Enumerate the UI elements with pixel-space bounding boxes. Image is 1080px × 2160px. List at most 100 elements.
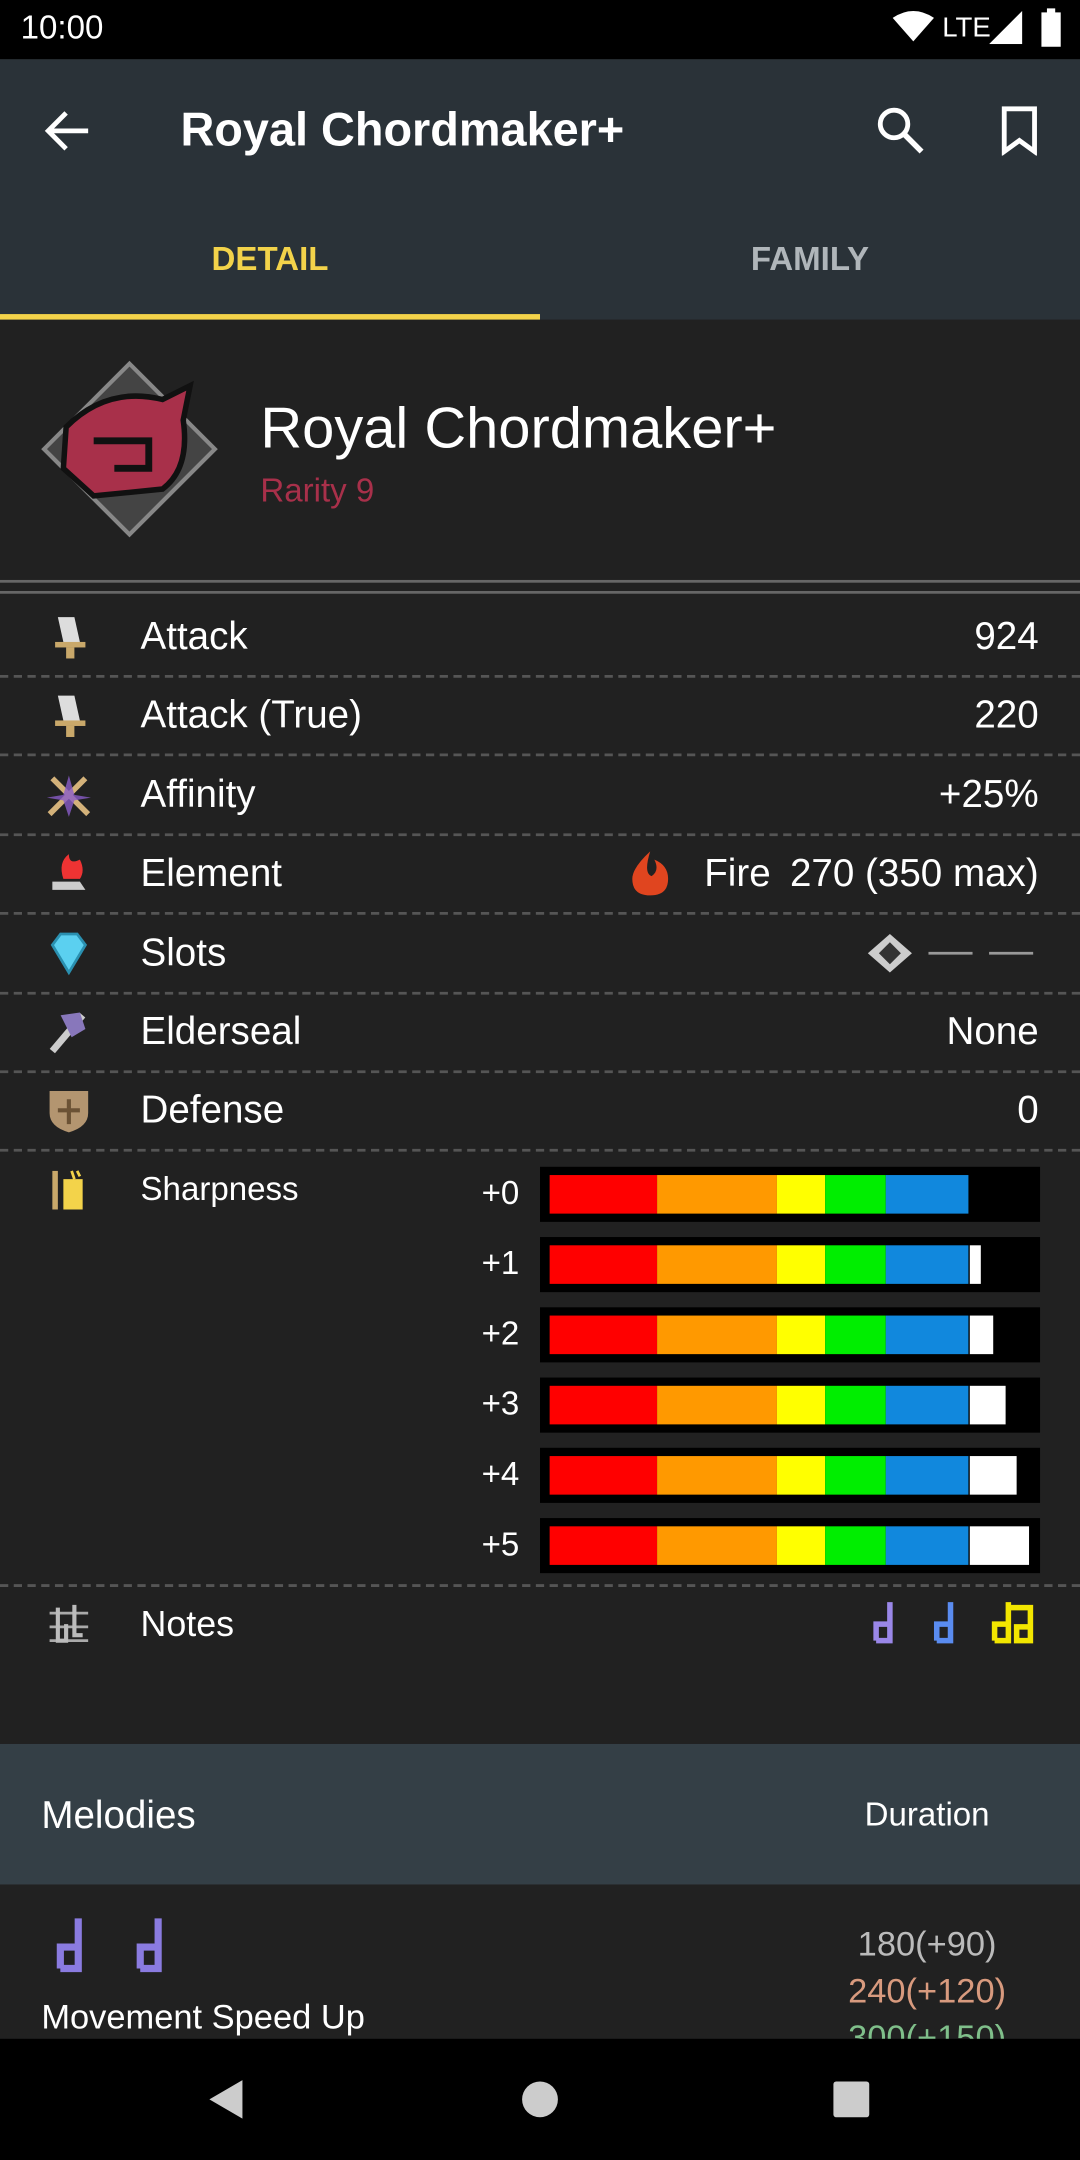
stat-icon-svg — [49, 1091, 89, 1133]
tab-detail[interactable]: DETAIL — [211, 241, 329, 279]
bookmark-button[interactable] — [1000, 106, 1039, 156]
stat-value: +25% — [938, 772, 1039, 816]
stat-label: Defense — [140, 1088, 285, 1132]
stat-label: Attack (True) — [140, 693, 362, 737]
element-name: Fire — [704, 851, 771, 895]
sharpness-segment — [657, 1245, 778, 1284]
sharpness-segment — [549, 1456, 658, 1495]
stat-icon-svg — [50, 932, 88, 975]
stat-value: 220 — [974, 693, 1039, 737]
sharpness-segment — [969, 1315, 994, 1355]
notes-icon — [44, 1599, 94, 1649]
signal-icon — [989, 11, 1023, 45]
weapon-icon — [41, 360, 218, 538]
sharpness-segment — [657, 1526, 778, 1565]
stat-icon-svg — [52, 854, 86, 891]
tab-indicator — [0, 314, 540, 320]
stat-icon — [44, 1086, 94, 1136]
note-icons — [868, 1599, 1036, 1649]
stat-icon — [44, 691, 94, 741]
toolbar-title: Royal Chordmaker+ — [180, 104, 625, 157]
melody-duration: 240(+120) — [848, 1971, 1007, 2011]
stat-label: Element — [140, 851, 283, 895]
notes-label: Notes — [140, 1602, 235, 1645]
sharpness-level-label: +2 — [481, 1315, 520, 1353]
sharpness-segment — [825, 1385, 886, 1425]
stat-icon-svg — [55, 617, 86, 659]
nav-home[interactable] — [518, 2077, 562, 2121]
stat-value: 270 (350 max) — [789, 851, 1039, 895]
battery-icon — [1041, 8, 1061, 47]
app-bar: Royal Chordmaker+ DETAIL FAMILY — [0, 59, 1080, 320]
sharpness-segment — [885, 1175, 970, 1214]
slots-svg — [867, 933, 1034, 972]
stat-icon — [44, 928, 94, 978]
sharpness-segment — [825, 1526, 886, 1565]
sharpness-level-label: +4 — [481, 1456, 520, 1494]
sharpness-segment — [969, 1456, 1018, 1495]
tab-family[interactable]: FAMILY — [750, 241, 870, 279]
stat-icon — [44, 1007, 94, 1057]
melody-notes-svg — [56, 1918, 162, 1973]
sharpness-segment — [825, 1456, 886, 1495]
sharpness-level-label: +0 — [481, 1175, 520, 1213]
weapon-name: Royal Chordmaker+ — [260, 395, 777, 461]
stat-icon-svg — [55, 696, 86, 738]
sharpness-segment — [657, 1175, 778, 1214]
sharpness-segment — [777, 1315, 826, 1355]
duration-header: Duration — [864, 1796, 990, 1834]
sharpness-segment — [657, 1456, 778, 1495]
row-separator — [0, 1149, 1080, 1153]
status-bar: 10:00 LTE — [0, 0, 1080, 60]
network: LTE — [942, 13, 991, 44]
weapon-rarity: Rarity 9 — [260, 472, 375, 510]
notes-svg — [873, 1602, 1034, 1644]
sharpness-segment — [777, 1456, 826, 1495]
row-separator — [0, 1584, 1080, 1587]
sharpness-segment — [969, 1526, 1030, 1565]
stat-icon-svg — [49, 1012, 86, 1054]
melody-name: Movement Speed Up — [41, 1998, 365, 2037]
sharpness-segment — [777, 1175, 826, 1214]
sharpness-segment — [825, 1175, 886, 1214]
stat-icon — [44, 849, 94, 899]
divider — [0, 590, 1080, 594]
sharpness-segment — [969, 1245, 982, 1284]
nav-bar — [0, 2038, 1080, 2160]
sharpness-label: Sharpness — [140, 1170, 299, 1208]
sharpness-segment — [549, 1385, 658, 1425]
stat-value: 924 — [974, 614, 1039, 658]
row-separator — [0, 991, 1080, 995]
sharpness-segment — [777, 1526, 826, 1565]
nav-recents[interactable] — [831, 2079, 872, 2120]
time: 10:00 — [20, 9, 104, 47]
back-button[interactable] — [44, 109, 91, 153]
stat-label: Affinity — [140, 772, 256, 816]
divider — [0, 579, 1080, 583]
stat-label: Slots — [140, 930, 227, 974]
melodies-title: Melodies — [41, 1793, 196, 1837]
row-separator — [0, 1070, 1080, 1074]
sharpness-segment — [549, 1526, 658, 1565]
stat-value: None — [946, 1009, 1039, 1053]
notes-icon-svg — [49, 1604, 89, 1643]
sharpness-segment — [657, 1385, 778, 1425]
nav-back[interactable] — [204, 2077, 248, 2121]
sharpness-segment — [825, 1315, 886, 1355]
melody-notes — [50, 1915, 188, 1976]
melody-duration: 180(+90) — [857, 1925, 997, 1964]
sharpness-icon-svg — [52, 1170, 83, 1210]
row-separator — [0, 674, 1080, 678]
row-separator — [0, 754, 1080, 757]
sharpness-segment — [825, 1245, 886, 1284]
search-button[interactable] — [876, 106, 926, 156]
stat-icon — [44, 770, 94, 820]
sharpness-level-label: +5 — [481, 1526, 520, 1564]
row-separator — [0, 833, 1080, 836]
sharpness-segment — [549, 1245, 658, 1284]
sharpness-segment — [549, 1175, 658, 1214]
sharpness-segment — [549, 1315, 658, 1355]
sharpness-segment — [885, 1315, 970, 1355]
